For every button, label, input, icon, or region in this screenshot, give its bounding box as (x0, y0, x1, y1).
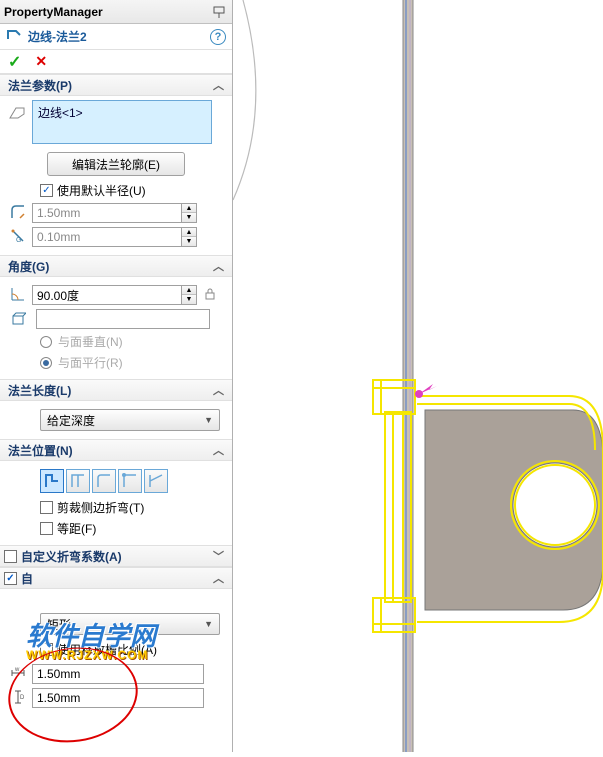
bendfactor-checkbox[interactable] (4, 550, 17, 563)
pin-icon[interactable] (210, 3, 228, 21)
section-position-title: 法兰位置(N) (8, 442, 73, 459)
relief-depth-icon: D (8, 689, 28, 708)
relief-width-icon: w (8, 665, 28, 684)
svg-text:G: G (16, 237, 21, 244)
ok-button[interactable]: ✓ (8, 52, 21, 72)
edit-profile-button[interactable]: 编辑法兰轮廓(E) (47, 152, 185, 176)
section-relief-title: 自 (21, 570, 33, 587)
trim-side-bends-checkbox[interactable] (40, 501, 53, 514)
use-relief-ratio-checkbox[interactable] (40, 643, 53, 656)
section-bendfactor-title: 自定义折弯系数(A) (21, 548, 122, 565)
feature-name: 边线-法兰2 (28, 28, 87, 45)
offset-icon: G (8, 228, 28, 247)
perpendicular-label: 与面垂直(N) (58, 333, 123, 350)
chevron-down-icon: ﹀ (213, 548, 224, 564)
titlebar-title: PropertyManager (4, 5, 103, 19)
edge-select-icon (8, 104, 26, 125)
offset-spinner[interactable]: ▲▼ (182, 227, 197, 247)
relief-checkbox[interactable]: ✓ (4, 572, 17, 585)
section-params-head[interactable]: 法兰参数(P) ︿ (0, 74, 232, 96)
bend-radius-icon (8, 204, 28, 223)
section-angle-title: 角度(G) (8, 258, 49, 275)
position-material-outside-icon[interactable] (66, 469, 90, 493)
face-reference-input[interactable] (36, 309, 210, 329)
use-relief-ratio-label: 使用释放槽比例(A) (57, 641, 157, 658)
edge-selection-list[interactable]: 边线<1> (32, 100, 212, 144)
parallel-label: 与面平行(R) (58, 354, 123, 371)
bend-radius-input[interactable] (32, 203, 182, 223)
section-position-head[interactable]: 法兰位置(N) ︿ (0, 439, 232, 461)
perpendicular-radio[interactable] (40, 336, 52, 348)
relief-type-select[interactable]: 矩形 ▼ (40, 613, 220, 635)
section-bendfactor-head[interactable]: 自定义折弯系数(A) ﹀ (0, 545, 232, 567)
position-bend-outside-icon[interactable] (92, 469, 116, 493)
chevron-up-icon: ︿ (213, 77, 224, 93)
trim-side-bends-label: 剪裁侧边折弯(T) (57, 499, 144, 516)
length-mode-select[interactable]: 给定深度 ▼ (40, 409, 220, 431)
ok-cancel-bar: ✓ ✕ (0, 50, 232, 74)
section-length-head[interactable]: 法兰长度(L) ︿ (0, 379, 232, 401)
relief-depth-input[interactable] (32, 688, 204, 708)
edge-flange-icon (6, 27, 22, 46)
bend-radius-spinner[interactable]: ▲▼ (182, 203, 197, 223)
chevron-up-icon: ︿ (213, 258, 224, 274)
relief-type-value: 矩形 (47, 616, 71, 633)
face-select-icon (8, 311, 28, 327)
position-virtual-sharp-icon[interactable] (118, 469, 142, 493)
length-mode-value: 给定深度 (47, 412, 95, 429)
feature-bar: 边线-法兰2 ? (0, 24, 232, 50)
section-length-title: 法兰长度(L) (8, 382, 71, 399)
angle-input[interactable] (32, 285, 182, 305)
offset-label: 等距(F) (57, 520, 96, 537)
angle-spinner[interactable]: ▲▼ (182, 285, 197, 305)
titlebar: PropertyManager (0, 0, 232, 24)
chevron-up-icon: ︿ (213, 382, 224, 398)
chevron-up-icon: ︿ (213, 570, 224, 586)
cancel-button[interactable]: ✕ (35, 53, 47, 70)
svg-text:w: w (14, 667, 20, 673)
lock-icon[interactable] (203, 287, 217, 304)
use-default-radius-checkbox[interactable]: ✓ (40, 184, 53, 197)
offset-input[interactable] (32, 227, 182, 247)
chevron-up-icon: ︿ (213, 442, 224, 458)
edge-selection-item[interactable]: 边线<1> (38, 104, 206, 121)
graphics-viewport[interactable] (233, 0, 603, 752)
position-material-inside-icon[interactable] (40, 469, 64, 493)
section-params-title: 法兰参数(P) (8, 77, 72, 94)
angle-icon (8, 286, 28, 305)
svg-text:D: D (20, 695, 25, 701)
help-icon[interactable]: ? (210, 29, 226, 45)
parallel-radio[interactable] (40, 357, 52, 369)
section-angle-head[interactable]: 角度(G) ︿ (0, 255, 232, 277)
relief-width-input[interactable] (32, 664, 204, 684)
offset-checkbox[interactable] (40, 522, 53, 535)
use-default-radius-label: 使用默认半径(U) (57, 182, 146, 199)
position-tangent-icon[interactable] (144, 469, 168, 493)
section-relief-head[interactable]: ✓ 自 ︿ (0, 567, 232, 589)
